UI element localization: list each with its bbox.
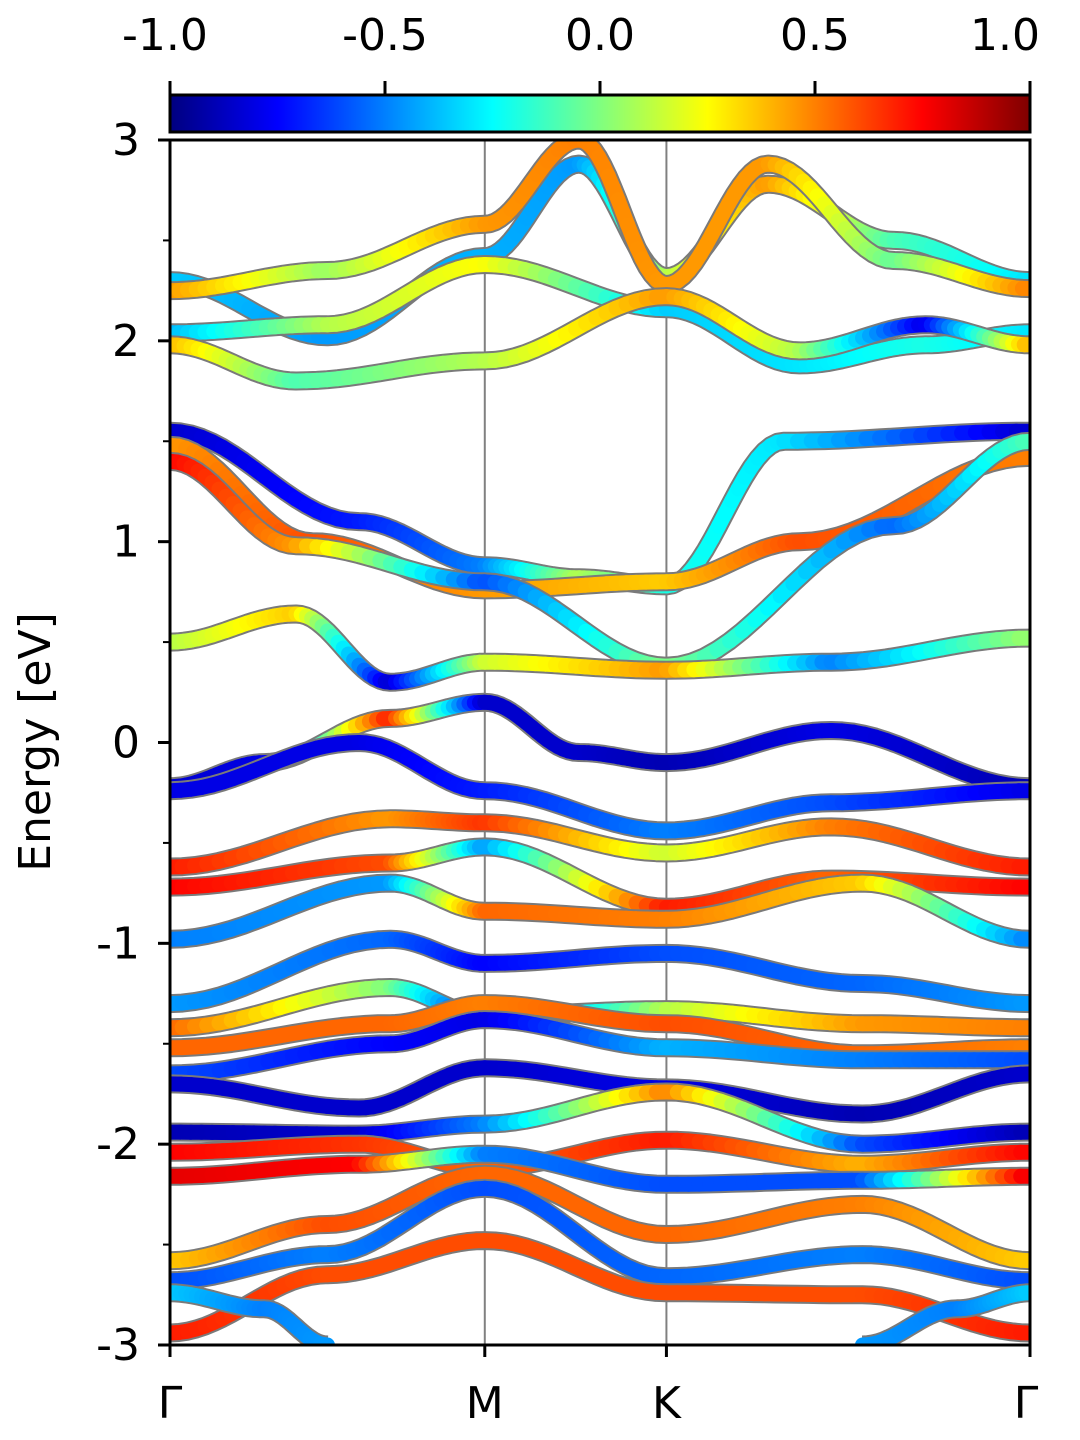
y-tick-label: -2 <box>96 1119 140 1170</box>
bands <box>170 140 1030 1345</box>
band <box>170 1178 1030 1291</box>
band <box>170 733 1030 841</box>
y-axis: -3 -2 -1 0 1 2 3 <box>96 115 170 1371</box>
plot-area: -3 -2 -1 0 1 2 3 Γ M K Γ Energy [eV] <box>10 115 1039 1429</box>
band <box>170 1283 335 1345</box>
band-segment <box>1009 449 1030 466</box>
band <box>855 1283 1030 1345</box>
band <box>170 1144 1030 1194</box>
y-tick-label: -3 <box>96 1320 140 1371</box>
y-tick-label: 2 <box>112 316 140 367</box>
band <box>170 873 1030 949</box>
band <box>170 431 1030 676</box>
band <box>170 287 1030 391</box>
band <box>170 140 1030 301</box>
colorbar-tick-label: 1.0 <box>970 10 1040 61</box>
band <box>170 1082 1030 1154</box>
band <box>170 929 1030 1014</box>
band <box>170 1164 1030 1271</box>
band-segment <box>1013 1252 1030 1269</box>
band <box>170 809 1030 877</box>
band <box>170 1010 1030 1084</box>
colorbar-tick-label: -1.0 <box>122 10 208 61</box>
y-axis-label: Energy [eV] <box>10 612 61 872</box>
colorbar-tick-label: -0.5 <box>342 10 428 61</box>
x-tick-label: Γ <box>158 1378 183 1429</box>
colorbar: -1.0 -0.5 0.0 0.5 1.0 <box>122 10 1040 134</box>
band <box>170 1058 1030 1124</box>
x-tick-label: M <box>466 1378 504 1429</box>
colorbar-tick-label: 0.0 <box>565 10 635 61</box>
colorbar-ticks: -1.0 -0.5 0.0 0.5 1.0 <box>122 10 1040 95</box>
colorbar-tick-label: 0.5 <box>780 10 850 61</box>
band <box>170 1231 1030 1343</box>
y-tick-label: -1 <box>96 918 140 969</box>
x-tick-label: K <box>652 1378 682 1429</box>
y-tick-label: 3 <box>112 115 140 166</box>
y-tick-label: 1 <box>112 517 140 568</box>
x-tick-label: Γ <box>1014 1378 1039 1429</box>
band <box>170 604 1030 692</box>
y-tick-label: 0 <box>112 718 140 769</box>
colorbar-gradient <box>168 93 1032 134</box>
